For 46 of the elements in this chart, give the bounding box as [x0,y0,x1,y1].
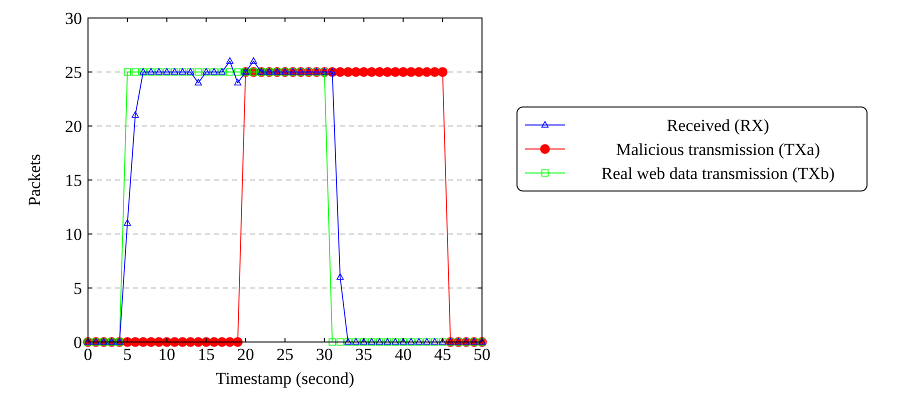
point [226,57,234,64]
point [132,111,139,118]
point [250,57,258,64]
y-tick-label: 5 [74,278,82,298]
x-tick-label: 5 [123,345,132,364]
point [398,67,408,77]
point [336,273,344,280]
point [124,219,131,226]
x-tick-label: 40 [394,345,412,364]
x-axis-title: Timestamp (second) [216,369,354,388]
point [336,338,344,346]
x-tick-label: 45 [434,345,452,364]
point [390,67,400,77]
y-tick-label: 30 [65,8,82,28]
x-tick-label: 50 [474,345,490,364]
point [124,68,131,76]
point [234,78,242,86]
y-tick-label: 15 [65,170,82,190]
point [328,338,336,346]
x-tick-label: 10 [158,345,176,364]
point [194,78,202,86]
point [438,67,448,77]
y-axis-title: Packets [25,154,44,206]
point [414,67,424,77]
text: Received (RX) [666,116,770,135]
y-tick-label: 0 [74,332,82,352]
text: Malicious transmission (TXa) [616,140,820,159]
x-tick-label: 20 [237,345,254,364]
point [366,67,377,77]
point [194,68,202,76]
x-tick-label: 25 [276,345,294,364]
x-tick-label: 15 [198,345,215,364]
y-tick-label: 25 [65,62,82,82]
legend-label: Real web data transmission (TXb) [601,164,835,183]
point [358,67,369,77]
y-tick-label: 10 [65,224,82,244]
x-tick-label: 35 [355,345,372,364]
point [430,67,440,77]
point [132,68,139,76]
point [226,68,234,76]
point [422,67,432,77]
x-tick-label: 30 [316,345,333,364]
point [343,67,353,77]
point [374,67,384,77]
y-tick-label: 20 [65,116,82,136]
point [234,68,242,76]
